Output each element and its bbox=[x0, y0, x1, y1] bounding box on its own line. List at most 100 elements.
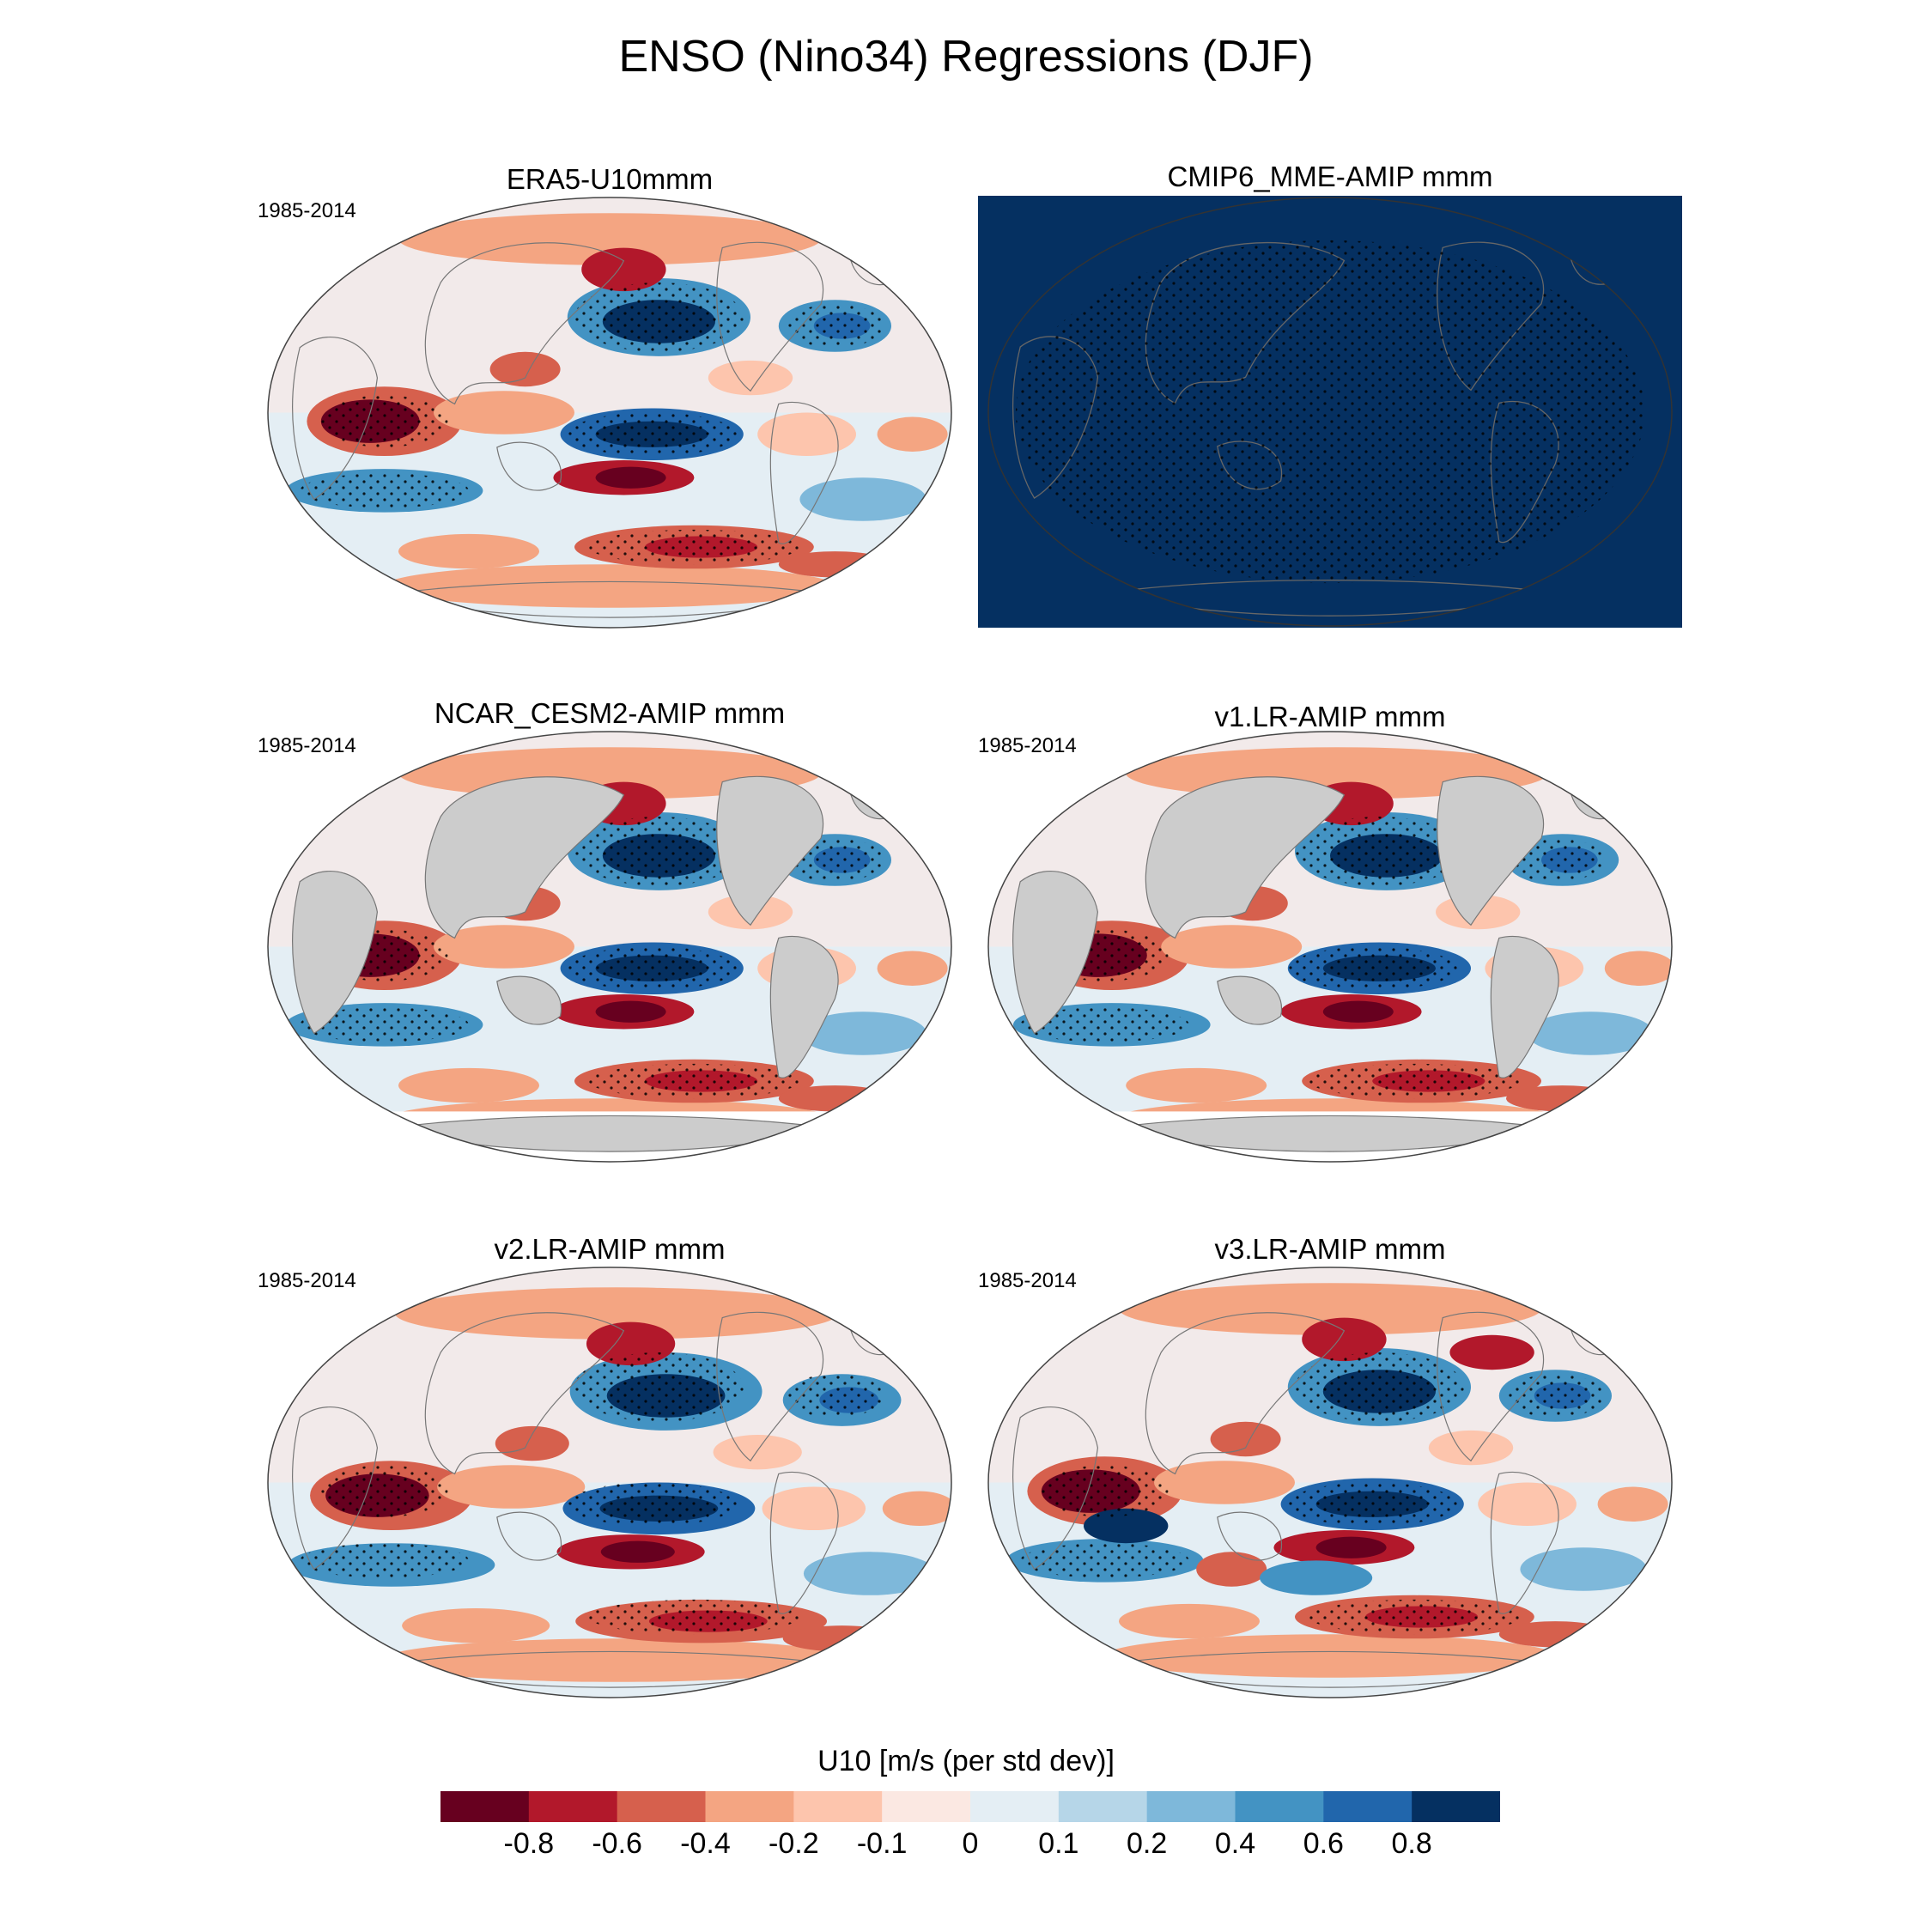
coastline bbox=[496, 1511, 562, 1561]
coastline bbox=[496, 441, 562, 491]
map-outline bbox=[267, 731, 952, 1163]
panel-period-cesm2: 1985-2014 bbox=[258, 734, 356, 757]
stippling bbox=[567, 1482, 737, 1526]
colorbar-tick-label: -0.4 bbox=[680, 1827, 731, 1860]
anomaly-region bbox=[398, 1067, 539, 1103]
coastline bbox=[424, 1312, 625, 1475]
panel-title-v2lr: v2.LR-AMIP mmm bbox=[494, 1233, 726, 1265]
anomaly-region bbox=[1322, 1000, 1394, 1023]
stippling bbox=[1295, 817, 1464, 886]
panel-period-v2lr: 1985-2014 bbox=[258, 1269, 356, 1292]
anomaly-region bbox=[581, 247, 666, 292]
colorbar-tick-label: 0.1 bbox=[1038, 1827, 1079, 1860]
stippling bbox=[320, 395, 448, 447]
colorbar-swatch bbox=[528, 1791, 618, 1822]
land-mask bbox=[716, 775, 823, 927]
stippling bbox=[320, 1465, 448, 1517]
anomaly-region bbox=[1527, 1012, 1655, 1055]
colorbar-swatch bbox=[617, 1791, 706, 1822]
anomaly-region bbox=[778, 1085, 891, 1112]
stippling bbox=[1287, 1482, 1457, 1526]
map-cmip6 bbox=[978, 196, 1682, 628]
colorbar bbox=[440, 1791, 1500, 1822]
anomaly-region bbox=[595, 1000, 666, 1023]
coastline bbox=[292, 336, 379, 501]
colorbar-tick-label: 0.4 bbox=[1214, 1827, 1256, 1860]
anomaly-region bbox=[803, 1552, 937, 1595]
anomaly-region bbox=[600, 1540, 675, 1563]
stippling bbox=[574, 283, 744, 352]
colorbar-swatch bbox=[705, 1791, 794, 1822]
map-v1lr bbox=[987, 731, 1673, 1163]
anomaly-region bbox=[713, 1434, 802, 1470]
anomaly-region bbox=[398, 213, 821, 265]
anomaly-region bbox=[398, 533, 539, 569]
anomaly-region bbox=[877, 951, 948, 986]
colorbar-swatch bbox=[793, 1791, 883, 1822]
anomaly-region bbox=[384, 564, 835, 608]
anomaly-region bbox=[1498, 1621, 1612, 1648]
antarctica bbox=[384, 1115, 835, 1152]
colorbar-tick-label: -0.1 bbox=[856, 1827, 908, 1860]
anomaly-region bbox=[1302, 1317, 1387, 1362]
coastline bbox=[424, 242, 625, 405]
colorbar-title: U10 [m/s (per std dev)] bbox=[817, 1745, 1115, 1777]
stippling bbox=[567, 946, 737, 990]
stippling bbox=[786, 304, 884, 348]
stippling bbox=[588, 1599, 800, 1635]
map-v3lr bbox=[987, 1267, 1673, 1698]
stippling bbox=[1309, 1599, 1521, 1635]
coastline bbox=[1437, 1311, 1544, 1462]
stippling bbox=[588, 1063, 800, 1099]
colorbar-swatch bbox=[1323, 1791, 1413, 1822]
panel-title-cesm2: NCAR_CESM2-AMIP mmm bbox=[434, 697, 786, 729]
antarctica bbox=[1104, 1115, 1556, 1152]
anomaly-region bbox=[1154, 1461, 1295, 1504]
anomaly-region bbox=[782, 1625, 902, 1652]
stippling bbox=[1015, 240, 1645, 584]
stippling bbox=[588, 529, 800, 565]
colorbar-tick-label: 0.2 bbox=[1127, 1827, 1168, 1860]
colorbar-tick-label: -0.8 bbox=[503, 1827, 555, 1860]
anomaly-region bbox=[394, 1287, 839, 1340]
anomaly-region bbox=[437, 1465, 586, 1509]
anomaly-region bbox=[434, 391, 574, 434]
colorbar-swatch bbox=[970, 1791, 1060, 1822]
stippling bbox=[1295, 1352, 1464, 1422]
anomaly-region bbox=[708, 360, 793, 396]
coastline bbox=[1217, 1511, 1283, 1561]
coastline bbox=[1490, 1471, 1559, 1614]
anomaly-region bbox=[489, 351, 561, 387]
anomaly-region bbox=[1315, 1536, 1387, 1558]
coastline bbox=[1145, 1312, 1346, 1475]
anomaly-region bbox=[1506, 1085, 1619, 1112]
stippling bbox=[567, 412, 737, 456]
anomaly-region bbox=[1210, 1421, 1281, 1457]
anomaly-region bbox=[402, 1607, 550, 1643]
anomaly-region bbox=[1119, 1283, 1541, 1335]
panel-period-v1lr: 1985-2014 bbox=[978, 734, 1077, 757]
map-era5 bbox=[267, 197, 952, 629]
stippling bbox=[1506, 1374, 1605, 1418]
anomaly-region bbox=[882, 1491, 951, 1526]
colorbar-tick-label: 0 bbox=[962, 1827, 979, 1860]
anomaly-region bbox=[595, 466, 666, 489]
coastline bbox=[292, 1406, 379, 1571]
land-mask bbox=[1012, 870, 1099, 1035]
stippling bbox=[574, 817, 744, 886]
map-outline bbox=[987, 1267, 1673, 1698]
anomaly-region bbox=[1449, 1334, 1534, 1370]
stippling bbox=[1041, 1465, 1169, 1517]
stippling bbox=[300, 473, 469, 508]
land-mask bbox=[769, 935, 839, 1078]
anomaly-region bbox=[1161, 925, 1303, 969]
anomaly-region bbox=[1604, 951, 1672, 986]
anomaly-region bbox=[1260, 1560, 1373, 1595]
stippling bbox=[1287, 946, 1457, 990]
panel-title-v1lr: v1.LR-AMIP mmm bbox=[1214, 701, 1446, 732]
anomaly-region bbox=[1126, 1067, 1267, 1103]
anomaly-region bbox=[434, 925, 574, 969]
panel-period-v3lr: 1985-2014 bbox=[978, 1269, 1077, 1292]
anomaly-region bbox=[1196, 1552, 1267, 1587]
map-outline bbox=[267, 1267, 952, 1698]
